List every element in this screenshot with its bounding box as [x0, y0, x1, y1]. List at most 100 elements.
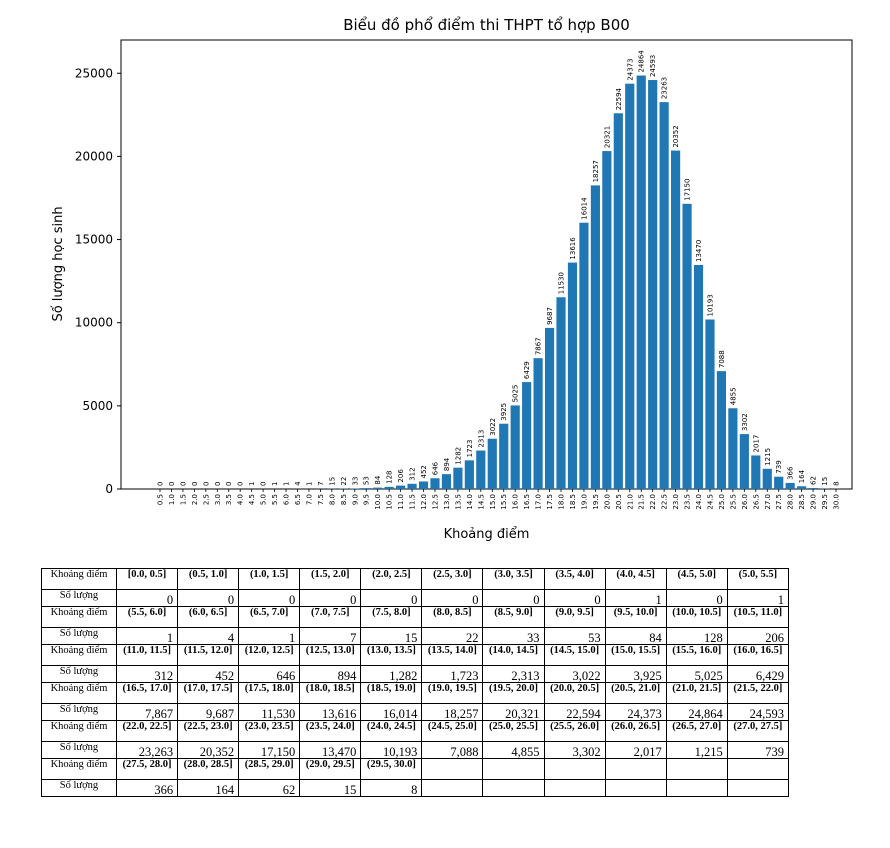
- bar: [590, 185, 600, 489]
- range-cell: (19.5, 20.0]: [482, 682, 545, 704]
- bar-value-label: 5025: [512, 385, 520, 403]
- count-cell: 894: [299, 665, 362, 683]
- bar-value-label: 1723: [466, 440, 474, 458]
- bar-value-label: 2313: [477, 430, 485, 448]
- range-cell: (16.5, 17.0]: [115, 682, 179, 704]
- count-cell: 8: [360, 779, 423, 797]
- x-tick-label: 14.5: [477, 494, 485, 510]
- bar-value-label: 24864: [638, 50, 646, 73]
- count-cell: 0: [360, 589, 423, 607]
- range-cell: (23.5, 24.0]: [299, 720, 362, 742]
- range-cell: (11.0, 11.5]: [115, 644, 179, 666]
- count-cell: 0: [115, 589, 179, 607]
- range-cell: (7.0, 7.5]: [299, 606, 362, 628]
- count-cell: 22,594: [543, 703, 606, 721]
- count-cell: 11,530: [238, 703, 301, 721]
- count-cell: [726, 779, 790, 797]
- bar-value-label: 11530: [558, 272, 566, 294]
- x-tick-label: 29.0: [810, 494, 818, 510]
- x-tick-label: 28.5: [798, 494, 806, 510]
- count-cell: 9,687: [177, 703, 240, 721]
- count-cell: 24,864: [665, 703, 728, 721]
- count-cell: 33: [482, 627, 545, 645]
- count-row-header: Số lượng: [41, 779, 117, 797]
- count-row: Số lượng 312 452 646 894 1,282 1,723 2,313 3,022…: [41, 665, 790, 683]
- count-cell: 62: [238, 779, 301, 797]
- range-cell: (3.5, 4.0]: [543, 568, 606, 590]
- count-cell: 739: [726, 741, 790, 759]
- bar-value-label: 17150: [684, 179, 692, 201]
- range-cell: (20.0, 20.5]: [543, 682, 606, 704]
- count-row: Số lượng 366 164 62 15 8: [41, 779, 790, 797]
- range-cell: [604, 758, 667, 780]
- bar: [751, 455, 761, 489]
- range-cell: (9.5, 10.0]: [604, 606, 667, 628]
- count-cell: 4,855: [482, 741, 545, 759]
- x-tick-label: 14.0: [466, 494, 474, 510]
- range-cell: (4.0, 4.5]: [604, 568, 667, 590]
- count-cell: 20,352: [177, 741, 240, 759]
- count-row: Số lượng 0 0 0 0 0 0 0 0 1 0 1: [41, 589, 790, 607]
- bar-value-label: 0: [225, 482, 233, 486]
- bar: [579, 222, 589, 489]
- bar-value-label: 739: [775, 460, 783, 473]
- bar-value-label: 164: [798, 469, 806, 483]
- bar: [625, 83, 635, 489]
- bar: [682, 203, 692, 489]
- bar: [797, 486, 807, 489]
- count-cell: 128: [665, 627, 728, 645]
- bar: [556, 297, 566, 489]
- bar-value-label: 0: [214, 482, 222, 486]
- count-cell: 22: [421, 627, 484, 645]
- bar-value-label: 1282: [454, 447, 462, 465]
- x-tick-label: 3.0: [214, 494, 222, 505]
- bar-value-label: 1: [271, 482, 279, 486]
- count-cell: 0: [299, 589, 362, 607]
- x-tick-label: 8.5: [340, 494, 348, 505]
- count-row-header: Số lượng: [41, 703, 117, 721]
- x-tick-label: 26.5: [752, 494, 760, 510]
- count-cell: 1,723: [421, 665, 484, 683]
- range-cell: [421, 758, 484, 780]
- bar-value-label: 2017: [752, 435, 760, 453]
- bar: [693, 264, 704, 489]
- count-row: Số lượng 1 4 1 7 15 22 33 53 84 128 206: [41, 627, 790, 645]
- x-tick-label: 6.5: [294, 494, 302, 505]
- range-cell: (10.5, 11.0]: [726, 606, 790, 628]
- x-tick-label: 22.5: [661, 494, 669, 510]
- range-cell: (15.5, 16.0]: [665, 644, 728, 666]
- range-cell: (1.5, 2.0]: [299, 568, 362, 590]
- count-cell: 7,088: [421, 741, 484, 759]
- bar-value-label: 1: [305, 482, 313, 486]
- bar-value-label: 1: [283, 482, 291, 486]
- x-tick-label: 5.5: [271, 494, 279, 505]
- bar-value-label: 206: [397, 469, 405, 483]
- bar: [476, 450, 486, 489]
- x-tick-label: 8.0: [328, 494, 336, 505]
- bar-value-label: 0: [179, 482, 187, 486]
- count-cell: 17,150: [238, 741, 301, 759]
- x-tick-label: 1.5: [179, 494, 187, 505]
- bar: [544, 327, 555, 489]
- y-tick-label: 15000: [75, 233, 113, 247]
- count-row: Số lượng 23,263 20,352 17,150 13,470 10,193 7,…: [41, 741, 790, 759]
- bar: [407, 483, 417, 489]
- range-row: Khoảng điểm (5.5, 6.0] (6.0, 6.5] (6.5, 7.0…: [41, 606, 790, 628]
- range-row-header: Khoảng điểm: [41, 682, 117, 704]
- count-cell: 0: [543, 589, 606, 607]
- count-cell: 366: [115, 779, 179, 797]
- count-cell: 1: [604, 589, 667, 607]
- count-cell: 24,593: [726, 703, 790, 721]
- count-cell: [421, 779, 484, 797]
- range-cell: (25.5, 26.0]: [543, 720, 606, 742]
- range-cell: (6.5, 7.0]: [238, 606, 301, 628]
- bar-value-label: 0: [168, 482, 176, 486]
- count-cell: 1,282: [360, 665, 423, 683]
- x-tick-label: 21.5: [638, 494, 646, 510]
- bar: [716, 371, 727, 489]
- x-tick-label: 12.5: [431, 494, 439, 510]
- range-cell: (2.0, 2.5]: [360, 568, 423, 590]
- bar-value-label: 7: [317, 481, 325, 485]
- x-tick-label: 2.0: [191, 494, 199, 505]
- y-axis-label: Số lượng học sinh: [51, 206, 66, 321]
